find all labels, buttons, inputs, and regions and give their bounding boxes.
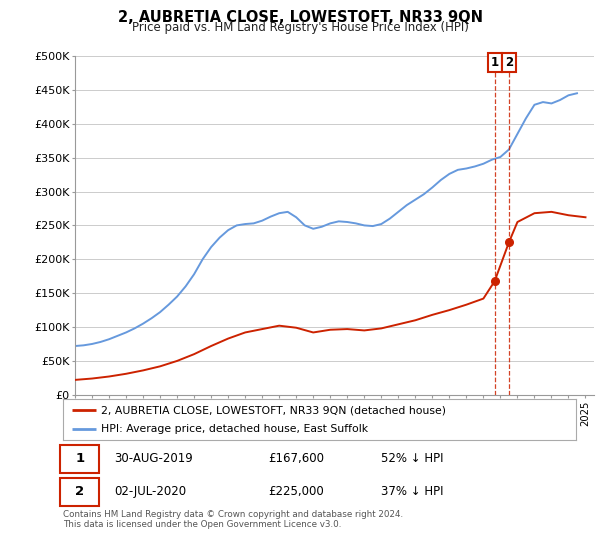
- Text: 2: 2: [75, 485, 84, 498]
- Text: £167,600: £167,600: [268, 452, 324, 465]
- Text: 30-AUG-2019: 30-AUG-2019: [115, 452, 193, 465]
- FancyBboxPatch shape: [61, 478, 99, 506]
- Text: Contains HM Land Registry data © Crown copyright and database right 2024.
This d: Contains HM Land Registry data © Crown c…: [63, 510, 403, 529]
- Text: 2: 2: [505, 56, 513, 69]
- Text: 37% ↓ HPI: 37% ↓ HPI: [381, 485, 443, 498]
- FancyBboxPatch shape: [61, 445, 99, 473]
- Text: 1: 1: [491, 56, 499, 69]
- Text: 2, AUBRETIA CLOSE, LOWESTOFT, NR33 9QN: 2, AUBRETIA CLOSE, LOWESTOFT, NR33 9QN: [118, 10, 482, 25]
- Text: HPI: Average price, detached house, East Suffolk: HPI: Average price, detached house, East…: [101, 424, 368, 433]
- Text: 52% ↓ HPI: 52% ↓ HPI: [381, 452, 443, 465]
- Text: 02-JUL-2020: 02-JUL-2020: [115, 485, 187, 498]
- Text: £225,000: £225,000: [268, 485, 324, 498]
- Text: 2, AUBRETIA CLOSE, LOWESTOFT, NR33 9QN (detached house): 2, AUBRETIA CLOSE, LOWESTOFT, NR33 9QN (…: [101, 405, 446, 415]
- Text: 1: 1: [75, 452, 84, 465]
- Text: Price paid vs. HM Land Registry's House Price Index (HPI): Price paid vs. HM Land Registry's House …: [131, 21, 469, 34]
